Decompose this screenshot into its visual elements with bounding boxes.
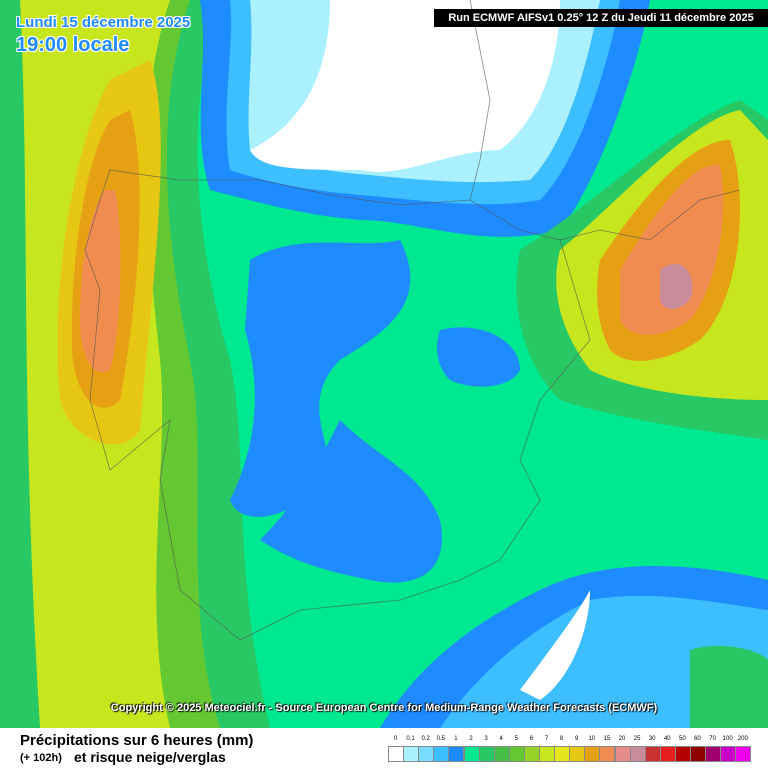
legend-swatch bbox=[418, 746, 435, 762]
legend-label: 5 bbox=[514, 736, 518, 742]
legend-label: 0.1 bbox=[406, 736, 415, 742]
legend-swatch bbox=[659, 746, 676, 762]
legend-label: 40 bbox=[663, 736, 671, 742]
legend-label: 2 bbox=[469, 736, 473, 742]
legend-label: 0 bbox=[393, 736, 398, 742]
precipitation-map bbox=[0, 0, 768, 728]
copyright: Copyright © 2025 Meteociel.fr - Source E… bbox=[110, 702, 658, 714]
legend-swatch bbox=[493, 746, 510, 762]
legend-swatch bbox=[539, 746, 555, 762]
legend-swatch bbox=[705, 746, 722, 762]
legend-swatch bbox=[584, 746, 601, 762]
legend-swatch bbox=[629, 746, 646, 762]
legend-label: 7 bbox=[544, 736, 549, 742]
footer-title: Précipitations sur 6 heures (mm) bbox=[20, 732, 254, 749]
legend-swatch bbox=[644, 746, 661, 762]
legend-label: 25 bbox=[633, 736, 641, 742]
legend-label: 0.5 bbox=[436, 736, 445, 742]
legend-label: 9 bbox=[575, 736, 579, 742]
legend-swatch bbox=[388, 746, 404, 762]
legend-label: 50 bbox=[679, 736, 686, 742]
footer-subtitle: et risque neige/verglas bbox=[74, 749, 226, 765]
legend-swatch bbox=[735, 746, 752, 762]
legend-label: 100 bbox=[722, 736, 733, 742]
legend-swatch bbox=[433, 746, 450, 762]
legend-label: 30 bbox=[648, 736, 656, 742]
legend-label: 6 bbox=[529, 736, 534, 742]
date-label: Lundi 15 décembre 2025 bbox=[16, 14, 191, 31]
legend-swatch bbox=[523, 746, 540, 762]
legend-label: 70 bbox=[709, 736, 716, 742]
legend-swatch bbox=[403, 746, 420, 762]
legend-swatch bbox=[478, 746, 495, 762]
legend-label: 1 bbox=[454, 736, 458, 742]
legend-swatch bbox=[720, 746, 737, 762]
time-label: 19:00 locale bbox=[16, 34, 130, 56]
legend-swatch bbox=[690, 746, 706, 762]
legend-label: 8 bbox=[559, 736, 564, 742]
legend-swatch bbox=[448, 746, 465, 762]
legend-swatch bbox=[554, 746, 571, 762]
legend-label: 3 bbox=[484, 736, 488, 742]
legend-swatch bbox=[599, 746, 616, 762]
legend-label: 20 bbox=[618, 736, 626, 742]
run-info: Run ECMWF AIFSv1 0.25° 12 Z du Jeudi 11 … bbox=[434, 9, 768, 27]
legend-label: 60 bbox=[694, 736, 701, 742]
legend-swatch bbox=[569, 746, 586, 762]
legend-label: 15 bbox=[603, 736, 611, 742]
legend-label: 0.2 bbox=[421, 736, 430, 742]
footer-lead: (+ 102h) bbox=[20, 752, 62, 764]
legend-label: 4 bbox=[499, 736, 503, 742]
legend-swatch bbox=[674, 746, 691, 762]
legend-swatch bbox=[614, 746, 631, 762]
legend-swatch bbox=[508, 746, 525, 762]
legend-label: 200 bbox=[737, 736, 748, 742]
legend-label: 10 bbox=[588, 736, 596, 742]
legend-swatch bbox=[463, 746, 480, 762]
